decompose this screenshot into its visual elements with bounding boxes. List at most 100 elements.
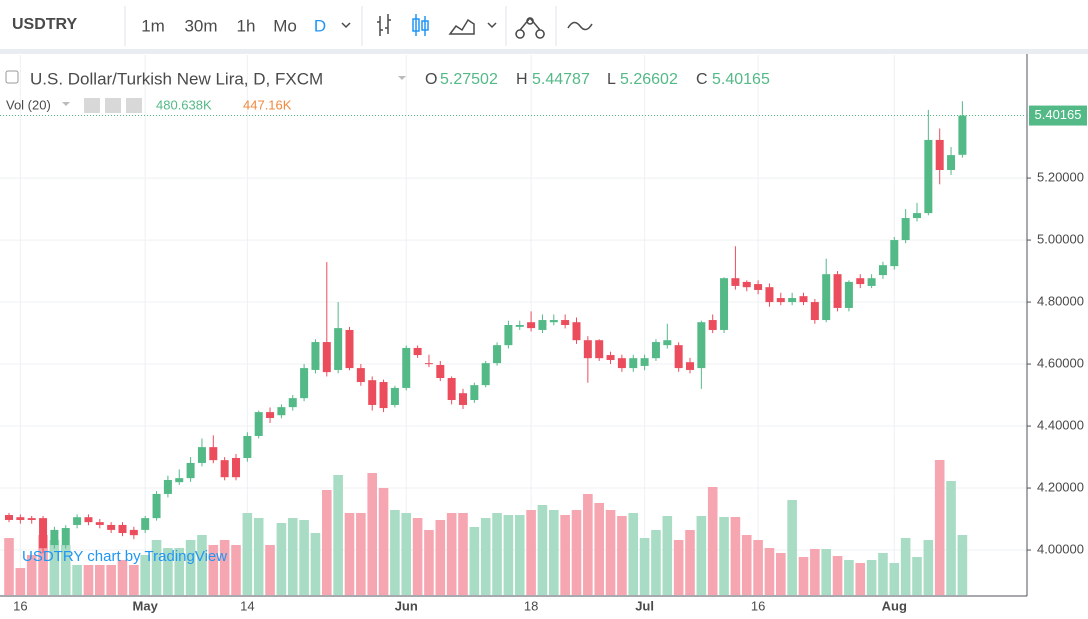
candle-body xyxy=(640,358,649,366)
volume-bar xyxy=(571,510,582,595)
candle-body xyxy=(334,328,343,370)
y-tick-label: 5.20000 xyxy=(1037,170,1084,185)
candle-body xyxy=(300,368,309,399)
candle-body xyxy=(107,524,116,530)
candle-body xyxy=(459,393,467,405)
volume-bar xyxy=(253,518,264,595)
plot: 4.00000 4.20000 4.40000 4.60000 4.80000 5.000… xyxy=(0,54,1087,613)
watermark[interactable]: USDTRY chart by TradingView xyxy=(22,548,227,565)
candle-body xyxy=(856,278,865,285)
candle-body xyxy=(538,320,547,330)
volume-bar xyxy=(265,544,275,595)
candle-body xyxy=(595,340,604,359)
x-tick-label: 16 xyxy=(751,598,765,613)
volume-bar xyxy=(185,540,196,595)
candle-body xyxy=(447,378,456,401)
candle-body xyxy=(254,412,263,436)
volume-bar xyxy=(276,523,287,595)
series-title: U.S. Dollar/Turkish New Lira, D, FXCM xyxy=(30,69,323,88)
volume-bar xyxy=(605,510,616,595)
interval[interactable]: Mo xyxy=(273,16,297,35)
settings-button[interactable] xyxy=(105,98,121,113)
collapse-icon[interactable] xyxy=(5,70,19,84)
candle-body xyxy=(549,320,558,323)
candle-body xyxy=(867,278,876,286)
candle-body xyxy=(765,287,774,303)
interval[interactable]: 30m xyxy=(184,16,217,35)
volume-bar xyxy=(174,548,185,595)
candles-icon[interactable] xyxy=(412,14,429,36)
volume-bar xyxy=(435,520,446,595)
candle-body xyxy=(243,435,252,458)
volume-bar xyxy=(776,552,786,595)
volume-bar xyxy=(753,540,763,595)
volume-menu[interactable] xyxy=(62,102,70,106)
volume-bar xyxy=(878,552,888,595)
candle-body xyxy=(232,457,240,478)
volume-bar xyxy=(549,510,559,595)
volume-bar xyxy=(83,565,94,595)
volume-bar xyxy=(344,513,355,595)
candle-body xyxy=(481,363,490,386)
ohlc-letter: C xyxy=(696,71,708,88)
volume-bar xyxy=(72,565,82,595)
volume-bar xyxy=(957,535,968,595)
candle-body xyxy=(368,380,377,405)
candle-body xyxy=(209,447,218,461)
volume-bar xyxy=(356,513,366,595)
candle-body xyxy=(890,240,899,267)
area-icon[interactable] xyxy=(448,18,475,35)
title-menu[interactable] xyxy=(398,76,406,80)
hide-button[interactable] xyxy=(84,98,100,113)
volume-bar xyxy=(617,515,627,595)
volume-bar xyxy=(401,513,412,595)
volume-bar xyxy=(685,530,695,595)
ohlc-value: 5.26602 xyxy=(620,71,678,88)
interval-menu[interactable] xyxy=(341,22,351,29)
volume-bar xyxy=(934,460,945,595)
candle-body xyxy=(197,447,206,463)
volume-bar xyxy=(503,514,514,595)
volume-bar xyxy=(492,513,502,595)
y-tick-label: 4.80000 xyxy=(1037,293,1084,308)
bars-icon[interactable] xyxy=(377,14,391,36)
indicators-icon[interactable] xyxy=(515,16,545,39)
candle-body xyxy=(708,320,717,330)
candle-body xyxy=(288,398,297,408)
volume-bar xyxy=(514,514,525,595)
interval-active[interactable]: D xyxy=(314,16,326,35)
candle-body xyxy=(95,522,104,525)
volume-bar xyxy=(299,520,309,595)
candle-body xyxy=(754,284,763,290)
volume-bar xyxy=(4,538,14,595)
last-price-label: 5.40165 xyxy=(1035,107,1082,122)
interval[interactable]: 1h xyxy=(237,16,256,35)
style-menu[interactable] xyxy=(487,22,497,29)
volume-bar xyxy=(866,559,877,595)
remove-button[interactable] xyxy=(126,98,142,113)
candle-body xyxy=(629,358,638,369)
volume-bar xyxy=(458,513,468,595)
candle-body xyxy=(958,115,967,155)
candle-body xyxy=(470,385,479,401)
candle-body xyxy=(413,347,422,356)
candle-body xyxy=(686,362,694,370)
y-tick-label: 5.00000 xyxy=(1037,232,1084,247)
volume-bar xyxy=(707,487,718,595)
symbol[interactable]: USDTRY xyxy=(12,16,78,33)
volume-bar xyxy=(322,489,332,595)
last-price-box xyxy=(1029,105,1087,126)
volume-bar xyxy=(810,549,820,595)
volume-bar xyxy=(900,538,911,595)
interval[interactable]: 1m xyxy=(141,16,165,35)
candle-body xyxy=(73,517,82,525)
candle-body xyxy=(583,340,592,359)
volume-bar xyxy=(923,540,934,595)
x-tick-label: 18 xyxy=(524,598,538,613)
volume-bar xyxy=(696,515,707,595)
volume-bar xyxy=(583,494,593,595)
compare-icon[interactable] xyxy=(567,21,593,31)
volume-bar xyxy=(129,565,139,595)
ohlc-value: 5.27502 xyxy=(440,71,498,88)
volume-bar xyxy=(469,527,480,595)
